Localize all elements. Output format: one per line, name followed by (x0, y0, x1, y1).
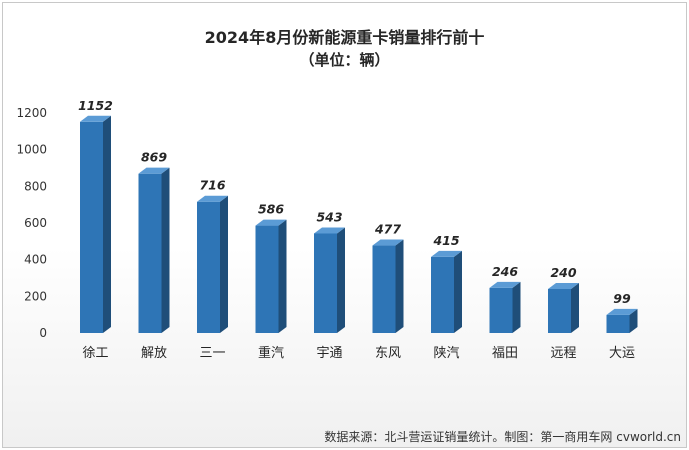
source-note: 数据来源：北斗营运证销量统计。制图：第一商用车网 cvworld.cn (324, 430, 681, 444)
bar (489, 287, 513, 333)
y-tick-label: 200 (24, 289, 47, 303)
x-tick-label: 徐工 (82, 346, 108, 361)
bar-top (431, 250, 462, 257)
bar (431, 256, 454, 333)
bar (197, 201, 220, 333)
x-tick-label: 三一 (199, 346, 225, 361)
data-label: 246 (492, 264, 518, 279)
bar (255, 225, 279, 333)
x-tick-label: 福田 (492, 346, 518, 361)
y-tick-label: 400 (24, 253, 47, 267)
bar (80, 121, 103, 333)
data-label: 99 (613, 291, 631, 306)
bar-top (314, 227, 345, 234)
bar-side (571, 283, 579, 333)
chart-title: 2024年8月份新能源重卡销量排行前十 (204, 28, 485, 47)
x-tick-label: 解放 (141, 346, 167, 361)
bar-side (161, 167, 170, 333)
bar-top (197, 195, 228, 202)
data-label: 240 (550, 265, 576, 280)
bar-side (512, 281, 521, 333)
y-tick-label: 1200 (16, 106, 47, 120)
bar-side (454, 250, 462, 333)
bar-top (489, 281, 521, 288)
y-tick-label: 600 (24, 216, 47, 230)
bar (606, 314, 630, 333)
bar (372, 245, 396, 333)
x-tick-label: 远程 (550, 346, 576, 361)
bar-side (629, 308, 638, 333)
bar-top (138, 167, 170, 174)
x-tick-label: 宇通 (316, 346, 342, 361)
data-label: 477 (374, 222, 401, 237)
bar (138, 173, 162, 333)
bar-side (278, 219, 287, 333)
data-label: 415 (432, 233, 459, 248)
bar (548, 289, 571, 333)
y-tick-label: 0 (39, 326, 47, 340)
x-tick-label: 大运 (609, 346, 635, 361)
y-tick-label: 800 (24, 179, 47, 193)
bar-top (372, 239, 404, 246)
data-label: 716 (199, 178, 225, 193)
y-tick-label: 1000 (16, 143, 47, 157)
data-label: 586 (258, 202, 284, 217)
data-label: 869 (141, 150, 167, 165)
bar (314, 233, 337, 333)
x-tick-label: 陕汽 (433, 346, 459, 361)
bar-top (80, 115, 111, 122)
data-label: 1152 (78, 98, 113, 113)
bar-top (255, 219, 287, 226)
data-label: 543 (316, 209, 342, 224)
bar-side (337, 227, 345, 333)
bar-side (395, 239, 404, 333)
x-tick-label: 东风 (375, 346, 401, 361)
chart-subtitle: （单位：辆） (299, 51, 390, 69)
bar-top (606, 308, 638, 315)
x-tick-label: 重汽 (258, 345, 284, 361)
bar-side (103, 115, 111, 333)
bar-top (548, 283, 579, 289)
bar-side (220, 195, 228, 333)
